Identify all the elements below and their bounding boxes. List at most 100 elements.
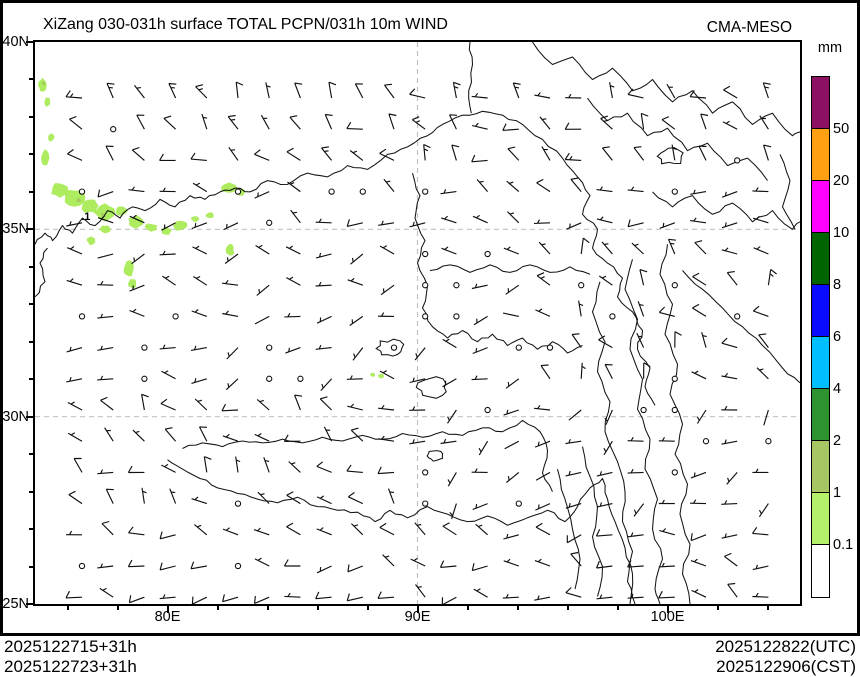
wind-barb [294, 82, 303, 99]
wind-barb [471, 122, 488, 130]
wind-barb [315, 218, 332, 224]
calm-wind-circle [671, 188, 678, 195]
wind-barb [415, 584, 426, 598]
geo-boundary-4 [167, 459, 634, 604]
wind-barb [506, 180, 520, 193]
wind-barb [346, 375, 363, 380]
wind-barb [565, 587, 582, 598]
wind-barb [203, 456, 212, 473]
wind-barb [534, 595, 551, 601]
lat-axis-label-35N: 35N [2, 221, 29, 238]
wind-barb [192, 182, 208, 193]
lon-tick-100 [666, 606, 669, 613]
wind-barb [506, 471, 520, 483]
wind-barb [609, 82, 615, 99]
wind-barb [288, 461, 301, 473]
calm-wind-circle [141, 375, 148, 382]
wind-barb [690, 471, 707, 479]
wind-barb [162, 275, 176, 286]
wind-barb [190, 152, 207, 161]
geo-boundary-3 [182, 419, 553, 492]
geo-boundary-17 [779, 154, 796, 230]
wind-barb [603, 440, 613, 456]
calm-wind-circle [141, 344, 148, 351]
wind-barb [379, 148, 395, 161]
wind-barb [315, 344, 332, 350]
model-name-label: CMA-MESO [706, 19, 792, 36]
wind-barb [538, 241, 551, 255]
wind-barb [132, 429, 145, 442]
colorbar-value-6: 6 [833, 328, 842, 345]
colorbar-segment-2 [812, 181, 829, 233]
wind-barb [640, 112, 649, 130]
precip-blob-3 [41, 149, 50, 166]
calm-wind-circle [110, 126, 117, 133]
wind-barb [471, 154, 488, 163]
colorbar-unit-label: mm [817, 40, 843, 56]
wind-barb [512, 82, 521, 99]
calm-wind-circle [765, 438, 772, 445]
calm-wind-circle [172, 313, 179, 320]
wind-barb [564, 152, 582, 161]
wind-barb [222, 527, 239, 536]
wind-barb [136, 114, 145, 130]
wind-barb [578, 300, 584, 317]
wind-barb [627, 532, 644, 538]
lat-tick-37 [29, 153, 33, 156]
calm-wind-circle [266, 344, 273, 351]
wind-barb [503, 409, 519, 416]
wind-barb [639, 269, 648, 286]
wind-barb [347, 403, 363, 411]
wind-barb [286, 491, 301, 505]
wind-barb [190, 561, 207, 570]
colorbar-segment-1 [812, 129, 829, 181]
wind-barb [160, 398, 176, 411]
wind-barb [596, 186, 613, 193]
wind-barb [478, 440, 489, 456]
lake-outline-1 [415, 376, 447, 399]
wind-barb [690, 217, 707, 224]
wind-barb [604, 363, 613, 380]
lake-outline-2 [656, 147, 684, 165]
wind-barb [235, 456, 241, 473]
wind-barb [767, 268, 777, 286]
calm-wind-circle [422, 282, 429, 289]
lat-tick-27 [29, 528, 33, 531]
wind-barb [161, 463, 176, 473]
wind-barb [409, 221, 426, 228]
wind-barb [696, 409, 707, 424]
wind-barb [534, 404, 551, 411]
wind-barb [193, 275, 208, 286]
colorbar-segment-7 [812, 441, 829, 493]
wind-barb [752, 564, 769, 571]
wind-barb [323, 426, 333, 442]
wind-barb [97, 313, 114, 319]
wind-barb [441, 596, 457, 604]
wind-barb [191, 309, 207, 317]
wind-barb [379, 245, 395, 255]
wind-barb [633, 503, 645, 517]
wind-barb [285, 245, 301, 255]
wind-barb [346, 219, 363, 227]
wind-barb [502, 593, 519, 599]
wind-barb [284, 312, 301, 318]
wind-barb [104, 427, 114, 442]
wind-barb [382, 554, 395, 567]
colorbar-segment-4 [812, 285, 829, 337]
wind-barb [129, 308, 145, 317]
wind-barb [534, 440, 551, 448]
wind-barb [671, 144, 677, 161]
colorbar-segment-9 [812, 545, 829, 597]
wind-barb [698, 145, 707, 161]
wind-barb [691, 589, 707, 598]
wind-barb [128, 186, 145, 193]
precip-dark-blob-2 [101, 212, 105, 216]
wind-barb [222, 433, 239, 442]
wind-barb [286, 276, 301, 286]
precip-blob-23 [378, 373, 384, 379]
wind-barb [570, 177, 582, 192]
wind-barb [763, 409, 769, 426]
wind-barb [503, 246, 520, 255]
lake-outline-3 [426, 450, 444, 462]
wind-barb [409, 406, 426, 411]
